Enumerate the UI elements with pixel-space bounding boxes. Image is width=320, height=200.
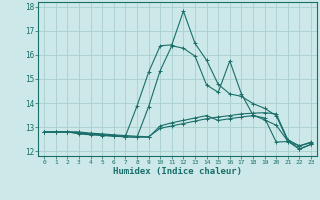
X-axis label: Humidex (Indice chaleur): Humidex (Indice chaleur) bbox=[113, 167, 242, 176]
